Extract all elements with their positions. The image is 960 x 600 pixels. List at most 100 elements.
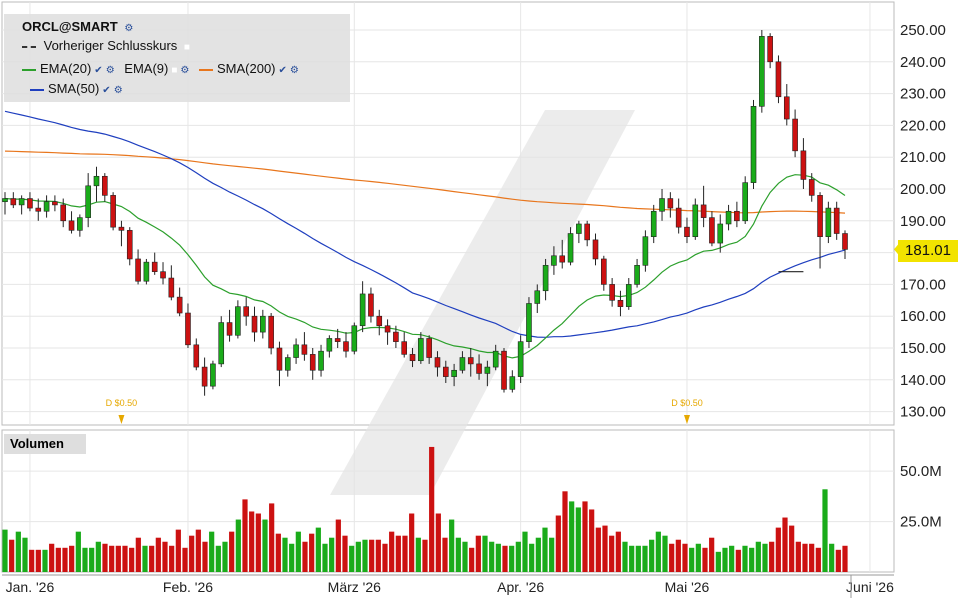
candle-body — [118, 226, 125, 231]
volume-bar — [815, 547, 821, 572]
volume-bar — [222, 541, 228, 572]
volume-bar — [755, 541, 761, 572]
checkbox-icon[interactable]: ■ — [183, 42, 190, 53]
x-tick-label: März '26 — [328, 579, 381, 595]
candle-body — [376, 315, 383, 327]
volume-tick-label: 50.0M — [900, 463, 942, 480]
price-tick-label: 250.00 — [900, 22, 946, 39]
candle-body — [609, 284, 615, 301]
candle-body — [734, 210, 740, 222]
volume-bar — [615, 531, 621, 572]
prev-close-label: Vorheriger Schlusskurs — [43, 38, 178, 53]
candle-body — [351, 325, 358, 352]
candle-body — [675, 207, 682, 228]
volume-bar — [482, 535, 488, 572]
volume-bar — [602, 525, 608, 572]
candle-body — [318, 350, 324, 371]
candle-body — [459, 357, 466, 371]
volume-bar — [362, 539, 368, 572]
candle-body — [642, 236, 649, 266]
volume-bar — [669, 543, 675, 572]
candle-body — [634, 265, 640, 285]
candle-body — [18, 198, 25, 206]
candle-body — [77, 217, 83, 231]
volume-bar — [569, 501, 575, 572]
volume-bar — [822, 489, 828, 572]
candle-body — [210, 363, 216, 387]
candle-body — [492, 350, 499, 368]
price-tick-label: 200.00 — [900, 181, 946, 198]
dividend-label: D $0.50 — [106, 398, 138, 408]
legend-item-sma50[interactable]: SMA(50) ✔ ⚙ — [30, 80, 123, 100]
candle-body — [185, 312, 191, 346]
ema20-line — [4, 174, 846, 359]
price-tick-label: 220.00 — [900, 117, 946, 134]
candle-body — [85, 185, 91, 218]
volume-bar — [769, 541, 775, 572]
price-tick-label: 140.00 — [900, 372, 946, 389]
volume-bar — [515, 541, 521, 572]
candle-body — [650, 210, 657, 237]
volume-bar — [182, 547, 188, 572]
volume-panel-label: Volumen — [4, 434, 86, 454]
candle-body — [759, 36, 765, 107]
volume-bar — [62, 547, 68, 572]
price-tick-label: 190.00 — [900, 213, 946, 230]
volume-bar — [595, 527, 601, 572]
volume-bar — [535, 537, 541, 572]
volume-bar — [702, 547, 708, 572]
candle-body — [783, 96, 790, 120]
volume-bar — [489, 541, 495, 572]
volume-bar — [795, 541, 801, 572]
volume-bar — [15, 531, 21, 572]
volume-bar — [309, 533, 315, 572]
volume-bar — [235, 519, 241, 572]
legend-item-sma200[interactable]: SMA(200) ✔ ⚙ — [198, 60, 299, 80]
candle-body — [401, 341, 408, 355]
candle-body — [617, 299, 624, 307]
candle-body — [384, 325, 391, 333]
volume-bar — [729, 545, 735, 572]
candle-body — [800, 150, 807, 180]
candle-body — [551, 255, 557, 266]
candle-body — [501, 350, 507, 390]
candle-body — [709, 217, 715, 244]
candle-body — [684, 226, 690, 238]
legend-item-ema9[interactable]: EMA(9) ■ ⚙ — [124, 61, 190, 76]
volume-bar — [135, 537, 141, 572]
dividend-marker — [118, 415, 125, 424]
candle-body — [476, 363, 482, 374]
candle-body — [817, 195, 823, 238]
volume-bar — [129, 547, 135, 572]
x-tick-label: Juni '26 — [846, 579, 894, 595]
volume-bar — [322, 543, 328, 572]
candle-body — [35, 207, 42, 212]
candle-body — [143, 261, 150, 282]
candle-body — [442, 366, 449, 377]
chart-legend: ORCL@SMART ⚙ Vorheriger Schlusskurs ■ EM… — [4, 14, 350, 102]
candle-body — [359, 293, 366, 327]
candle-body — [767, 36, 773, 63]
x-tick-label: Mai '26 — [665, 579, 710, 595]
volume-bar — [675, 539, 681, 572]
volume-bar — [349, 545, 355, 572]
candle-body — [842, 233, 848, 250]
candle-body — [559, 255, 566, 263]
candle-body — [276, 347, 283, 371]
volume-bar — [742, 545, 748, 572]
volume-bar — [375, 539, 381, 572]
volume-bar — [69, 545, 75, 572]
candle-body — [833, 207, 840, 234]
settings-icon[interactable]: ⚙ — [124, 23, 134, 34]
volume-bar — [689, 547, 695, 572]
volume-bar — [295, 531, 301, 572]
volume-bar — [829, 543, 835, 572]
price-tick-label: 240.00 — [900, 54, 946, 71]
volume-bar — [55, 547, 61, 572]
candle-body — [775, 61, 782, 98]
candle-body — [93, 175, 100, 187]
legend-item-ema20[interactable]: EMA(20) ✔ ⚙ — [22, 60, 115, 80]
volume-bar — [342, 535, 348, 572]
volume-bar — [229, 531, 235, 572]
